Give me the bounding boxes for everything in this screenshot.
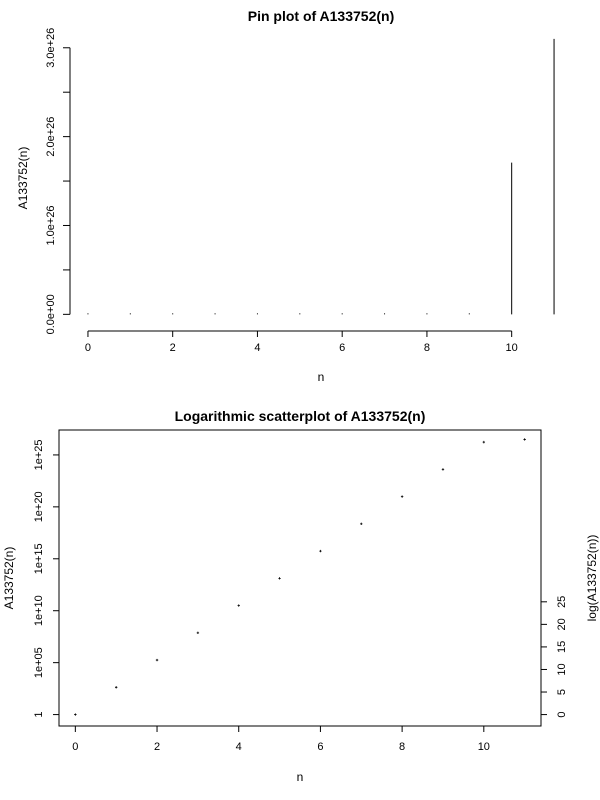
pin-plot-ticks: 0 2 4 6 8 10 0.0e+00 1.0e+26 2.0e+26 3.0e+26	[45, 28, 518, 354]
log-plot-ylabel-right: log(A133752(n))	[585, 535, 599, 622]
log-y-tick-label-right: 15	[556, 641, 568, 653]
log-y-tick-label-right: 10	[556, 663, 568, 675]
log-point	[74, 713, 77, 716]
log-x-tick-label: 2	[154, 741, 160, 753]
log-y-tick-label-left: 1e+25	[33, 439, 45, 470]
pin-plot-marks	[87, 38, 555, 315]
pin-plot-title: Pin plot of A133752(n)	[248, 8, 395, 24]
log-x-tick-label: 0	[72, 741, 78, 753]
log-point	[319, 549, 322, 553]
log-plot-frame	[58, 429, 542, 727]
pin-plot: Pin plot of A133752(n) 0 2 4 6 8 10 0.0e+00 1.0…	[16, 8, 555, 384]
log-y-tick-label-right: 20	[556, 618, 568, 630]
log-x-tick-label: 6	[317, 741, 323, 753]
log-y-tick-label-left: 1e+10	[33, 595, 45, 626]
log-y-tick-label-left: 1e+05	[33, 647, 45, 678]
pin-plot-ylabel: A133752(n)	[16, 147, 30, 210]
pin-x-tick-label: 2	[170, 342, 176, 354]
pin-y-tick-label: 2.0e+26	[45, 117, 57, 157]
log-point	[482, 440, 486, 444]
log-plot-title: Logarithmic scatterplot of A133752(n)	[175, 408, 426, 424]
log-point	[237, 604, 240, 607]
log-plot-ticks: 0 2 4 6 8 10 1 1e+05 1e+10 1e+15 1e+20 1e+25 0 5 10 15 2…	[33, 439, 568, 753]
log-y-tick-label-left: 1e+15	[33, 543, 45, 574]
log-x-tick-label: 8	[399, 741, 405, 753]
pin-x-tick-label: 10	[506, 342, 518, 354]
log-y-tick-label-right: 5	[556, 689, 568, 695]
log-point	[400, 495, 404, 498]
log-point	[523, 438, 526, 441]
log-plot-marks	[74, 438, 526, 716]
log-point	[196, 631, 200, 635]
log-x-tick-label: 4	[236, 741, 242, 753]
pin-x-tick-label: 6	[339, 342, 345, 354]
log-y-tick-label-left: 1	[33, 712, 45, 718]
pin-y-tick-label: 3.0e+26	[45, 28, 57, 68]
log-point	[114, 686, 118, 689]
log-y-tick-label-right: 0	[556, 712, 568, 718]
pin-plot-xlabel: n	[318, 370, 325, 384]
log-point	[441, 468, 445, 471]
log-plot-ylabel-left: A133752(n)	[2, 547, 16, 610]
log-scatterplot: Logarithmic scatterplot of A133752(n) 0 2…	[2, 408, 599, 784]
pin-x-tick-label: 4	[254, 342, 260, 354]
log-y-tick-label-left: 1e+20	[33, 491, 45, 522]
log-point	[278, 577, 281, 580]
log-point	[155, 658, 159, 662]
pin-x-tick-label: 8	[424, 342, 430, 354]
pin-y-tick-label: 0.0e+00	[45, 294, 57, 334]
pin-y-tick-label: 1.0e+26	[45, 205, 57, 245]
log-y-tick-label-right: 25	[556, 596, 568, 608]
log-plot-xlabel: n	[297, 770, 304, 784]
pin-x-tick-label: 0	[85, 342, 91, 354]
log-x-tick-label: 10	[478, 741, 490, 753]
log-point	[360, 522, 363, 526]
